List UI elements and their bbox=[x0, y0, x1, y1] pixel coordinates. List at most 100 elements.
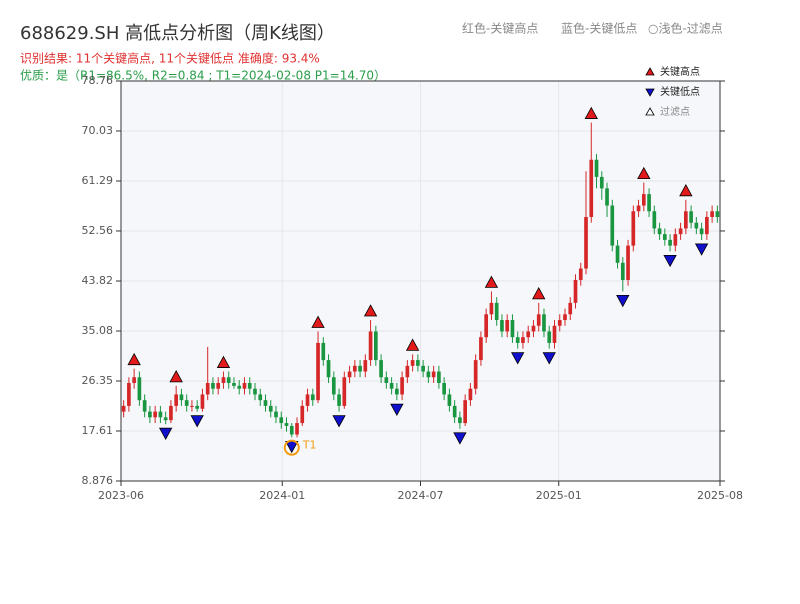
candle-body bbox=[694, 222, 699, 229]
y-tick-label: 52.56 bbox=[82, 224, 114, 237]
candle-body bbox=[636, 205, 641, 212]
candle-body bbox=[247, 382, 252, 389]
candle-body bbox=[547, 331, 552, 343]
candle-body bbox=[158, 411, 163, 418]
candle-body bbox=[389, 382, 394, 389]
candle-body bbox=[494, 302, 499, 321]
candle-body bbox=[211, 382, 215, 389]
candle-body bbox=[242, 382, 247, 389]
candle-body bbox=[363, 360, 368, 372]
key-low-marker bbox=[511, 352, 525, 365]
key-high-marker bbox=[584, 106, 598, 119]
candle-body bbox=[253, 388, 257, 395]
candle-body bbox=[190, 405, 194, 407]
candle-body bbox=[305, 394, 310, 406]
candle-body bbox=[479, 337, 483, 361]
candle-body bbox=[657, 228, 662, 235]
key-high-marker bbox=[484, 275, 499, 288]
key-low-marker bbox=[663, 254, 677, 268]
candle-body bbox=[127, 382, 131, 406]
y-tick-label: 61.29 bbox=[82, 174, 114, 187]
candle-body bbox=[662, 234, 667, 240]
candle-body bbox=[195, 405, 200, 409]
key-high-marker bbox=[363, 304, 378, 317]
legend-symbol bbox=[645, 67, 655, 76]
candle-body bbox=[578, 268, 583, 280]
legend-symbol bbox=[645, 107, 655, 116]
candle-body bbox=[505, 320, 510, 332]
candle-body bbox=[226, 377, 231, 383]
candle-body bbox=[620, 262, 625, 280]
key-low-marker bbox=[616, 295, 630, 308]
candle-body bbox=[216, 382, 221, 389]
key-low-marker bbox=[158, 427, 173, 441]
legend-label: 关键高点 bbox=[660, 65, 700, 78]
candle-body bbox=[584, 216, 588, 269]
key-high-marker bbox=[311, 315, 325, 328]
candle-body bbox=[237, 385, 242, 389]
candle-body bbox=[416, 360, 420, 366]
candle-body bbox=[279, 417, 284, 424]
candle-body bbox=[200, 394, 205, 409]
key-high-marker bbox=[169, 370, 183, 383]
candle-body bbox=[557, 320, 562, 326]
candle-body bbox=[699, 228, 704, 235]
candle-body bbox=[615, 245, 620, 263]
key-high-marker bbox=[127, 352, 141, 366]
candle-body bbox=[300, 405, 305, 424]
key-low-marker bbox=[694, 243, 709, 256]
candle-body bbox=[626, 245, 630, 280]
candle-body bbox=[379, 360, 383, 378]
candle-body bbox=[563, 314, 567, 321]
header-legend: 蓝色-关键低点 bbox=[561, 22, 637, 36]
key-high-marker bbox=[532, 287, 546, 300]
header-legend: ○浅色-过滤点 bbox=[648, 22, 723, 36]
candle-body bbox=[352, 365, 357, 372]
x-tick-label: 2025-08 bbox=[697, 489, 743, 502]
candle-body bbox=[179, 394, 184, 401]
candle-body bbox=[153, 411, 157, 418]
candle-body bbox=[510, 320, 515, 338]
candle-body bbox=[326, 360, 331, 378]
x-tick-label: 2024-01 bbox=[259, 489, 305, 502]
key-low-marker bbox=[190, 415, 204, 428]
candle-body bbox=[310, 394, 315, 401]
candle-body bbox=[641, 194, 646, 206]
key-high-marker bbox=[216, 355, 231, 368]
candle-body bbox=[473, 360, 478, 389]
candle-body bbox=[132, 377, 136, 383]
header-legend: 红色-关键高点 bbox=[462, 21, 538, 36]
candle-body bbox=[468, 388, 473, 401]
candle-body bbox=[347, 371, 352, 378]
candle-body bbox=[442, 382, 446, 395]
candle-body bbox=[705, 216, 709, 235]
candle-body bbox=[368, 331, 373, 361]
key-high-marker bbox=[679, 183, 693, 197]
candle-body bbox=[521, 337, 525, 343]
candle-body bbox=[232, 382, 236, 386]
candle-body bbox=[169, 405, 173, 421]
candle-body bbox=[552, 325, 557, 343]
candle-body bbox=[647, 194, 651, 212]
candle-body bbox=[174, 394, 179, 406]
candle-body bbox=[400, 377, 404, 395]
candle-body bbox=[452, 405, 457, 418]
candle-body bbox=[573, 279, 578, 303]
candle-body bbox=[342, 377, 347, 406]
y-tick-label: 17.61 bbox=[82, 424, 114, 437]
candle-body bbox=[531, 325, 536, 332]
candle-body bbox=[426, 371, 431, 378]
candle-body bbox=[515, 337, 520, 343]
candle-body bbox=[295, 423, 299, 435]
legend-symbol bbox=[645, 88, 655, 97]
candle-body bbox=[268, 405, 273, 412]
candle-body bbox=[331, 377, 336, 395]
candle-body bbox=[684, 211, 688, 229]
y-tick-label: 8.876 bbox=[82, 474, 114, 487]
x-tick-label: 2023-06 bbox=[98, 489, 144, 502]
annotation-marker bbox=[283, 439, 300, 456]
legend-label: 关键低点 bbox=[660, 85, 700, 98]
candle-body bbox=[142, 400, 147, 412]
candle-body bbox=[284, 423, 289, 426]
candle-body bbox=[437, 371, 441, 383]
